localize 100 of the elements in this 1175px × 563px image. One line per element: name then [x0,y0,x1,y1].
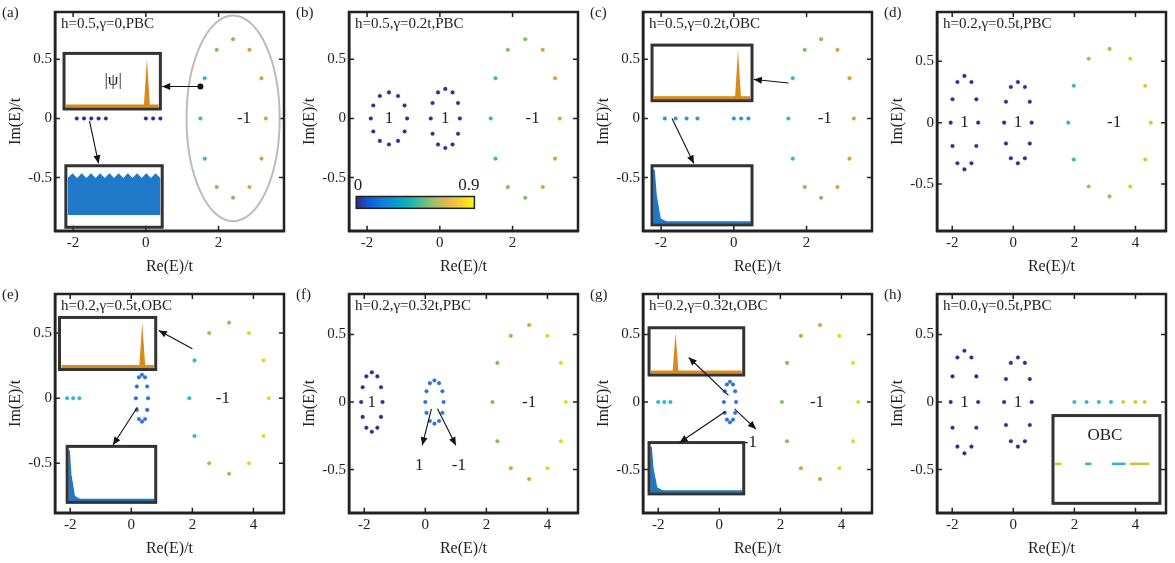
annotation: |ψ| [104,70,122,90]
chart-title: h=0.2,γ=0.32t,OBC [648,297,768,314]
text: (h) [884,286,902,304]
y-tick-label: -0.5 [28,168,52,185]
chart-title: h=0.5,γ=0.2t,OBC [648,15,761,32]
annotation: -1 [451,455,466,474]
annotation: 0 [353,175,363,195]
y-tick-label: 0.5 [621,325,640,342]
y-axis-title: Im(E)/t [5,379,24,427]
y-tick-label: 0 [632,392,640,409]
x-axis-title: Re(E)/t [1027,256,1076,275]
x-axis-title: Re(E)/t [145,256,194,275]
x-tick-label: 2 [214,233,223,250]
x-tick-label: -2 [945,233,959,250]
x-tick-label: 2 [1070,515,1079,532]
text: (c) [590,4,607,22]
x-tick-label: 0 [715,515,724,532]
y-tick-label: 0 [338,392,346,409]
annotation: 1 [414,455,424,474]
x-tick-label: 2 [188,515,197,532]
y-tick-label: -0.5 [28,454,52,471]
y-axis-title: Im(E)/t [593,379,612,427]
chart-title: h=0.2,γ=0.5t,OBC [60,297,173,314]
y-tick-label: -0.5 [322,168,346,185]
x-tick-label: 2 [802,233,811,250]
x-axis-title: Re(E)/t [439,256,488,275]
y-tick-label: 0.5 [915,52,934,69]
text: (g) [590,286,608,304]
x-tick-label: 4 [1131,515,1140,532]
y-tick-label: 0 [926,113,934,130]
text: (d) [884,4,902,22]
x-tick-label: -2 [66,233,80,250]
x-tick-label: 4 [249,515,258,532]
x-tick-label: 0 [421,515,430,532]
annotation: -1 [809,391,825,411]
annotation: -1 [817,107,832,127]
x-tick-label: 0 [1009,233,1018,250]
x-tick-label: 2 [482,515,491,532]
y-axis-title: Im(E)/t [593,97,612,145]
x-axis-title: Re(E)/t [733,256,782,275]
chart-title: h=0.2,γ=0.32t,PBC [354,297,472,314]
x-tick-label: 0 [1009,515,1018,532]
y-tick-label: 0.5 [621,50,640,67]
y-tick-label: 0.5 [915,325,934,342]
annotation: -1 [215,387,230,407]
x-tick-label: 0 [142,233,150,250]
y-tick-label: -0.5 [616,460,640,477]
y-axis-title: Im(E)/t [887,97,906,145]
y-tick-label: 0.5 [327,325,346,342]
x-tick-label: -2 [945,515,959,532]
y-tick-label: 0.5 [33,324,52,341]
x-tick-label: 2 [508,233,517,250]
annotation: -1 [236,107,252,127]
annotation: 1 [384,107,394,127]
y-tick-label: -0.5 [910,175,934,192]
x-tick-label: 4 [543,515,552,532]
y-axis-title: Im(E)/t [299,97,318,145]
chart-title: h=0.5,γ=0,PBC [60,15,155,32]
annotation: 1 [1013,112,1023,132]
x-tick-label: 2 [1070,233,1079,250]
y-tick-label: -0.5 [910,460,934,477]
x-tick-label: -2 [654,233,668,250]
y-axis-title: Im(E)/t [5,97,24,145]
text: (e) [2,286,19,304]
text: (a) [2,4,19,22]
y-tick-label: 0 [338,109,346,126]
y-tick-label: 0 [44,109,52,126]
chart-title: h=0.5,γ=0.2t,PBC [354,15,464,32]
annotation: -1 [525,107,540,127]
annotation: 1 [441,107,450,127]
y-tick-label: 0 [44,389,52,406]
x-axis-title: Re(E)/t [1027,538,1076,557]
annotation: OBC [1087,425,1123,445]
chart-title: h=0.0,γ=0.5t,PBC [942,297,1052,314]
x-tick-label: 4 [837,515,846,532]
annotation: -1 [1106,112,1122,132]
annotation: 1 [960,112,969,132]
y-tick-label: -0.5 [616,168,640,185]
text: (b) [296,4,314,22]
annotation: 1 [960,391,969,411]
annotation: 0.9 [458,175,480,195]
y-tick-label: -0.5 [322,460,346,477]
y-tick-label: 0.5 [327,50,346,67]
y-axis-title: Im(E)/t [887,379,906,427]
x-tick-label: -2 [360,233,374,250]
x-tick-label: 0 [730,233,738,250]
text: (f) [296,286,311,304]
x-tick-label: -2 [651,515,665,532]
y-axis-title: Im(E)/t [299,379,318,427]
x-axis-title: Re(E)/t [733,538,782,557]
x-tick-label: 0 [127,515,136,532]
annotation: 1 [367,391,377,411]
x-tick-label: -2 [63,515,77,532]
y-tick-label: 0.5 [33,50,52,67]
x-tick-label: 2 [776,515,785,532]
x-axis-title: Re(E)/t [145,538,194,557]
y-tick-label: 0 [632,109,640,126]
x-tick-label: -2 [357,515,371,532]
x-tick-label: 0 [436,233,444,250]
annotation: 1 [1013,391,1023,411]
